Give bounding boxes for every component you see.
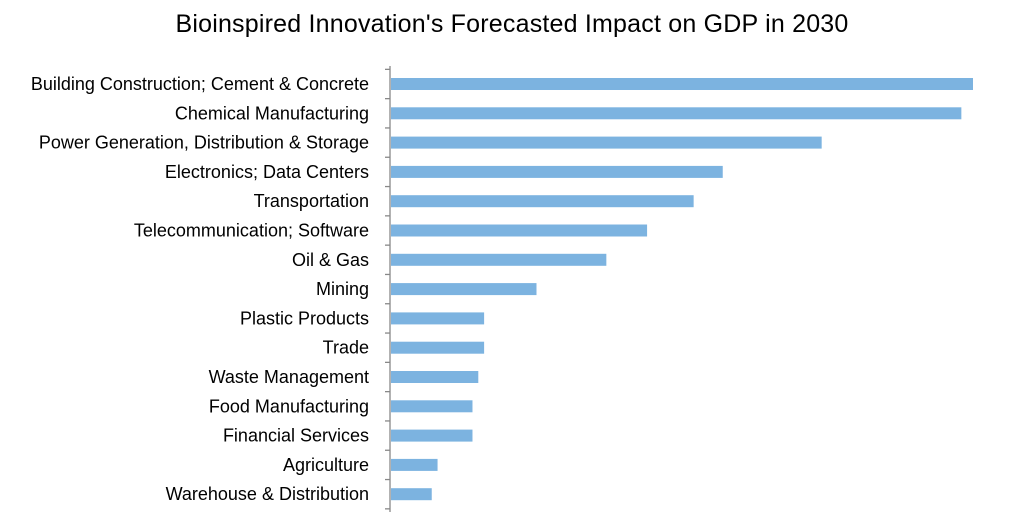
category-label: Trade	[323, 338, 369, 358]
bar	[391, 429, 473, 442]
bar	[391, 165, 723, 178]
bar	[391, 107, 962, 120]
chart-title: Bioinspired Innovation's Forecasted Impa…	[175, 10, 849, 38]
bar	[391, 195, 694, 208]
category-label: Building Construction; Cement & Concrete	[31, 74, 369, 94]
category-label: Agriculture	[283, 455, 369, 475]
bar	[391, 78, 973, 90]
bar	[391, 458, 438, 471]
category-label: Plastic Products	[240, 308, 369, 328]
category-label: Power Generation, Distribution & Storage	[39, 133, 369, 153]
category-label: Oil & Gas	[292, 250, 369, 270]
bar	[391, 224, 648, 237]
bar	[391, 400, 473, 413]
category-label: Food Manufacturing	[209, 396, 369, 416]
category-label: Warehouse & Distribution	[166, 484, 369, 504]
category-label: Transportation	[254, 191, 369, 211]
bar	[391, 283, 537, 296]
category-label: Electronics; Data Centers	[165, 162, 369, 182]
bar	[391, 136, 822, 149]
bar	[391, 253, 607, 266]
category-label: Chemical Manufacturing	[175, 103, 369, 123]
category-label: Telecommunication; Software	[134, 221, 369, 241]
category-label: Financial Services	[223, 426, 369, 446]
bar	[391, 371, 479, 383]
category-label: Waste Management	[209, 367, 369, 387]
category-label: Mining	[316, 279, 369, 299]
bar	[391, 312, 485, 325]
bar	[391, 341, 485, 354]
bar	[391, 488, 432, 501]
